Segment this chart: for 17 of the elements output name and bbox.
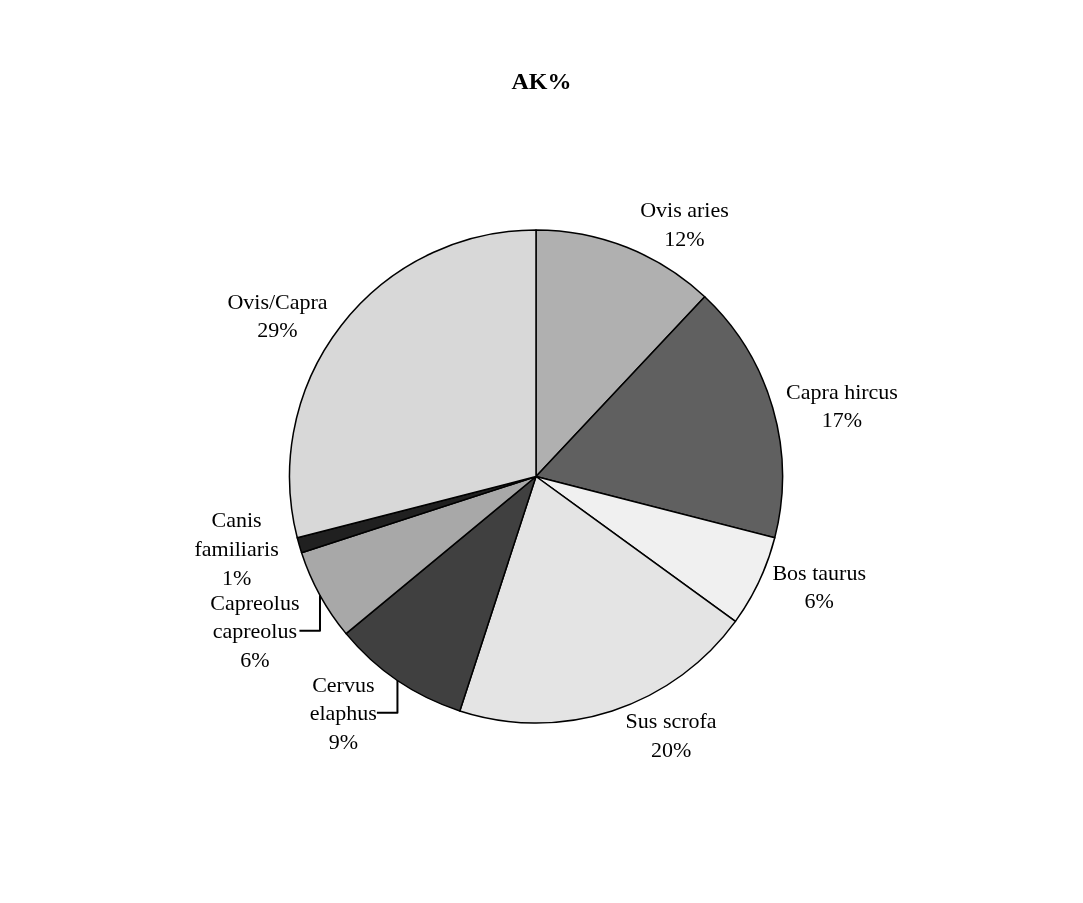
slice-label: Canis familiaris (194, 507, 279, 561)
data-label: 6% (240, 646, 270, 672)
data-label: 1% (221, 564, 252, 590)
slice-label: Bos taurus (772, 559, 866, 585)
data-label: 9% (328, 728, 358, 754)
data-label: 20% (650, 736, 692, 762)
chart-title: AK% (511, 68, 572, 95)
slice-label: Capra hircus (786, 378, 898, 404)
data-label: 17% (821, 407, 863, 433)
slice-label: Ovis/Capra (227, 288, 328, 314)
slice-label: Cervus elaphus (309, 671, 377, 726)
data-label: 12% (664, 225, 705, 251)
slice-label: Sus scrofa (625, 708, 717, 734)
data-label: 6% (804, 588, 834, 614)
slice-label: Ovis aries (640, 197, 729, 223)
slice-label: Capreolus capreolus (210, 589, 300, 644)
data-label: 29% (257, 317, 298, 343)
